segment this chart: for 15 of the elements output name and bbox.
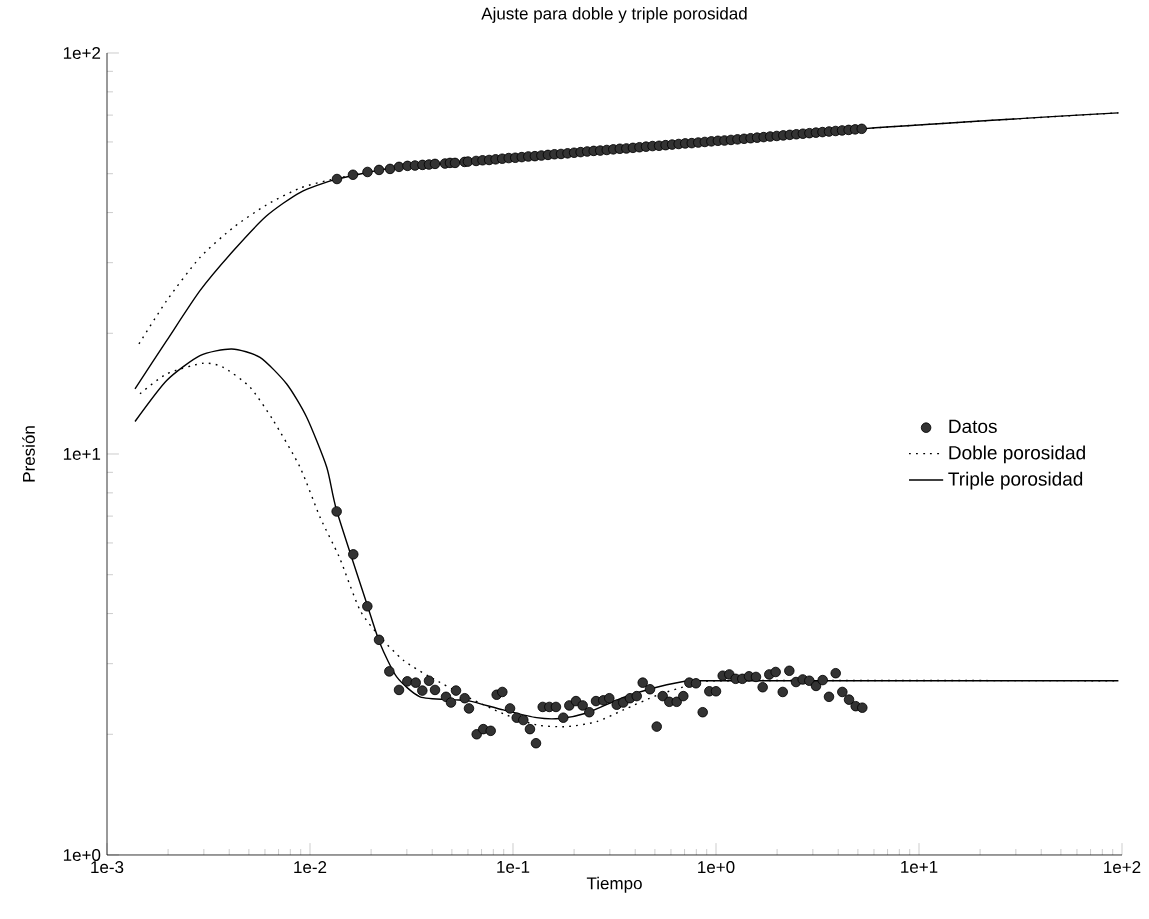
x-tick-label: 1e-3 [91,861,124,874]
y-tick-label: 1e+1 [63,448,101,460]
chart-title: Ajuste para doble y triple porosidad [481,7,747,23]
y-tick-label: 1e+0 [63,848,101,861]
x-tick-label: 1e+2 [1104,861,1141,874]
y-axis-title: Presión [22,426,35,482]
legend-label: Triple porosidad [948,471,1083,490]
legend-label: Doble porosidad [949,445,1085,464]
x-tick-label: 1e+1 [901,861,938,873]
x-axis-title: Tiempo [586,876,642,893]
x-tick-label: 1e+0 [698,861,735,874]
y-tick-label: 1e+2 [63,46,101,59]
x-tick-label: 1e-2 [294,861,327,874]
legend-label: Datos [949,419,997,434]
x-tick-label: 1e-1 [497,861,530,873]
